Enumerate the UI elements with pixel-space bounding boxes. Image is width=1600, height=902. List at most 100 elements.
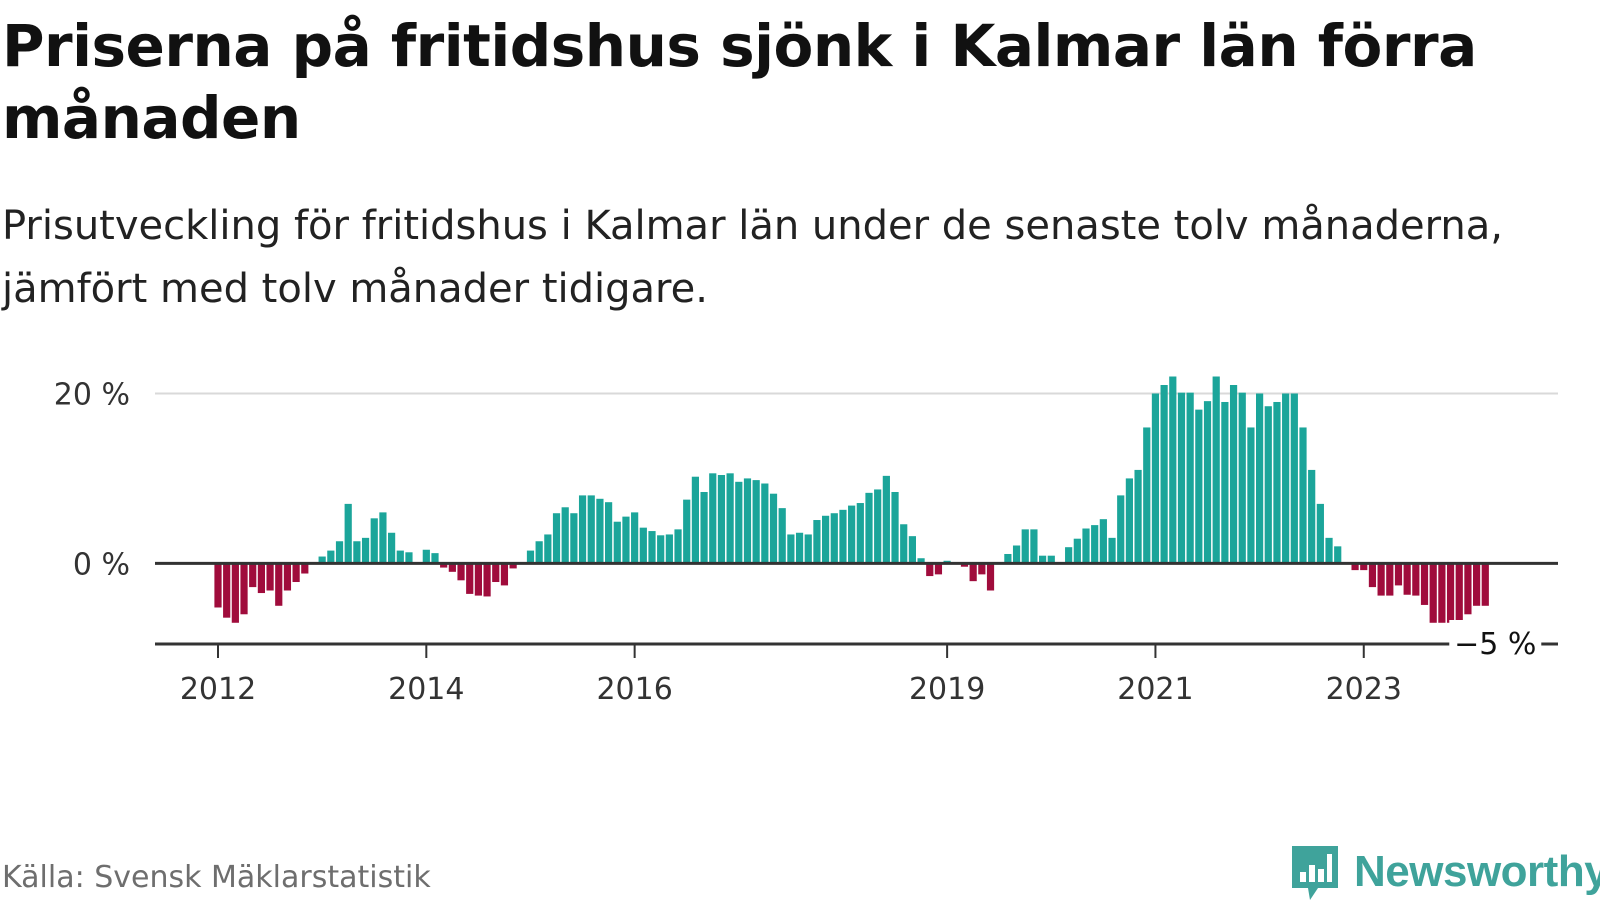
bar-113 — [1195, 409, 1203, 564]
bar-93 — [1021, 529, 1029, 564]
bar-115 — [1212, 376, 1220, 564]
bar-137 — [1403, 563, 1411, 595]
bar-21 — [396, 550, 404, 564]
bar-30 — [474, 563, 482, 596]
x-tick-label-5: 2023 — [1326, 672, 1402, 707]
bar-136 — [1394, 563, 1403, 586]
bar-96 — [1047, 555, 1055, 564]
bar-27 — [448, 563, 456, 572]
bar-32 — [492, 563, 500, 583]
bar-108 — [1151, 393, 1160, 564]
bar-118 — [1238, 392, 1246, 564]
x-tick-label-3: 2019 — [909, 672, 985, 707]
bar-78 — [891, 491, 899, 564]
source-note: Källa: Svensk Mäklarstatistik — [2, 860, 431, 895]
bar-42 — [578, 495, 587, 564]
bar-54 — [683, 499, 691, 564]
bar-138 — [1412, 563, 1420, 596]
bar-83 — [934, 563, 943, 575]
bar-127 — [1316, 503, 1324, 564]
bar-122 — [1273, 401, 1281, 564]
x-tick-label-4: 2021 — [1117, 672, 1193, 707]
bar-145 — [1473, 563, 1481, 606]
bar-92 — [1012, 545, 1021, 564]
bar-119 — [1247, 427, 1255, 564]
bar-39 — [552, 513, 561, 564]
bar-64 — [769, 493, 778, 564]
bar-109 — [1160, 385, 1168, 564]
bar-0 — [214, 563, 222, 608]
bar-79 — [900, 524, 908, 564]
label-layer: 0 % 20 % 2012 2014 2016 2019 2021 2023 −5 % — [54, 377, 1542, 707]
bar-17 — [361, 537, 370, 564]
bar-87 — [969, 563, 977, 582]
bar-81 — [917, 558, 925, 564]
bar-121 — [1264, 406, 1272, 564]
bar-chart: 0 % 20 % 2012 2014 2016 2019 2021 2023 −5 % — [54, 376, 1558, 707]
bar-124 — [1290, 393, 1298, 564]
bar-59 — [726, 473, 734, 564]
bar-20 — [388, 532, 396, 564]
bar-69 — [813, 520, 821, 564]
bar-9 — [292, 563, 300, 583]
bar-6 — [266, 563, 274, 591]
bar-140 — [1429, 563, 1437, 623]
x-tick-label-2: 2016 — [596, 672, 672, 707]
bar-46 — [613, 521, 621, 564]
bar-15 — [344, 503, 352, 564]
bar-144 — [1464, 563, 1472, 615]
bar-111 — [1177, 392, 1186, 564]
last-value-label-bg — [1449, 620, 1542, 656]
last-value-label: −5 % — [1454, 627, 1536, 662]
bar-47 — [622, 516, 630, 564]
bar-16 — [353, 541, 361, 564]
bar-88 — [978, 563, 986, 575]
bar-95 — [1039, 555, 1047, 564]
bar-68 — [804, 534, 812, 564]
bar-58 — [717, 475, 726, 564]
brand-name: Newsworthy — [1354, 847, 1600, 896]
bar-132 — [1360, 563, 1368, 571]
bar-44 — [596, 498, 604, 564]
bar-77 — [882, 475, 890, 564]
bar-8 — [283, 563, 292, 591]
bar-123 — [1282, 393, 1290, 564]
bar-104 — [1117, 495, 1125, 564]
bar-135 — [1386, 563, 1394, 596]
bar-7 — [275, 563, 283, 606]
bar-38 — [544, 534, 552, 564]
bar-100 — [1082, 528, 1090, 564]
bar-80 — [908, 536, 916, 564]
bar-134 — [1377, 563, 1385, 596]
x-tick-label-0: 2012 — [180, 672, 256, 707]
bar-41 — [570, 513, 578, 564]
bar-70 — [822, 515, 830, 564]
y-tick-label-0: 0 % — [73, 547, 130, 582]
bar-29 — [466, 563, 474, 594]
bar-94 — [1030, 529, 1038, 564]
bar-131 — [1351, 563, 1359, 571]
bar-50 — [648, 531, 656, 564]
bar-51 — [657, 535, 665, 564]
bar-76 — [874, 489, 882, 564]
bar-57 — [709, 473, 717, 564]
bar-126 — [1308, 469, 1316, 564]
bar-89 — [986, 563, 995, 591]
bar-107 — [1143, 427, 1151, 564]
bar-133 — [1368, 563, 1377, 588]
chart-subtitle: Prisutveckling för fritidshus i Kalmar l… — [2, 203, 1503, 312]
bar-139 — [1420, 563, 1429, 605]
bar-layer — [214, 376, 1489, 627]
bar-91 — [1004, 553, 1012, 564]
bar-116 — [1221, 401, 1229, 564]
bar-28 — [457, 563, 465, 581]
bar-72 — [839, 509, 847, 564]
bar-99 — [1073, 538, 1081, 564]
bar-105 — [1125, 478, 1133, 564]
bar-74 — [856, 503, 864, 564]
bar-10 — [301, 563, 309, 574]
bar-143 — [1455, 563, 1463, 627]
bar-5 — [257, 563, 265, 594]
newsworthy-brand[interactable]: Newsworthy — [1290, 842, 1600, 902]
bar-112 — [1186, 392, 1194, 564]
